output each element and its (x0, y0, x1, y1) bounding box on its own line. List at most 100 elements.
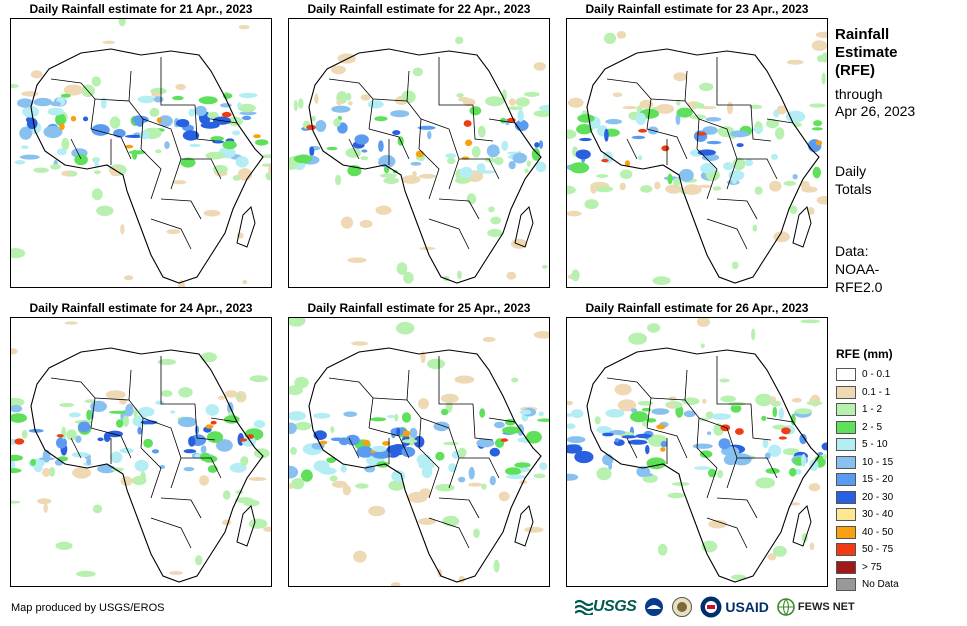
country-border (348, 437, 360, 459)
rainfall-cell (524, 168, 529, 174)
rainfall-cell (732, 453, 752, 466)
rainfall-cell (134, 459, 149, 472)
country-border (210, 118, 238, 124)
rainfall-cell (473, 528, 480, 538)
rainfall-cell (392, 130, 401, 136)
rainfall-cell (50, 164, 61, 170)
rainfall-cell (477, 125, 486, 138)
country-border (737, 158, 778, 180)
rainfall-cell (345, 148, 361, 158)
legend-label: > 75 (862, 561, 882, 573)
rainfall-cell (394, 413, 399, 422)
rainfall-cell (619, 182, 626, 191)
legend-swatch (836, 578, 856, 591)
rainfall-cell (175, 83, 186, 91)
rainfall-cell (752, 224, 758, 232)
legend-label: No Data (862, 579, 899, 590)
rainfall-cell (61, 137, 70, 151)
rainfall-cell (627, 439, 648, 445)
rainfall-cell (108, 410, 128, 414)
rainfall-cell (290, 446, 297, 455)
rainfall-cell (11, 468, 22, 474)
country-border (372, 98, 422, 150)
rainfall-cell (766, 118, 779, 129)
rainfall-cell (326, 457, 337, 463)
rainfall-cell (640, 185, 653, 193)
rainfall-cell (822, 454, 827, 460)
rainfall-cell (289, 422, 297, 435)
rainfall-cell (418, 398, 429, 410)
rainfall-cell (224, 390, 238, 398)
rainfall-cell (11, 83, 19, 89)
rainfall-cell (291, 478, 305, 490)
rainfall-cell (645, 418, 657, 423)
rainfall-cell (487, 228, 503, 238)
country-border (50, 78, 96, 130)
heavy-rain-cell (463, 120, 472, 127)
rainfall-cell (498, 491, 510, 502)
rainfall-cell (238, 92, 258, 99)
rainfall-cell (227, 116, 244, 127)
madagascar-coastline (236, 206, 256, 248)
rainfall-cell (249, 375, 268, 383)
rainfall-cell (403, 271, 414, 284)
rainfall-cell (817, 452, 824, 456)
rainfall-cell (621, 435, 637, 439)
country-border (194, 403, 216, 441)
noaa-seal-icon (644, 597, 665, 617)
africa-coastline (30, 48, 264, 284)
rainfall-cell (667, 173, 673, 185)
rainfall-cell (368, 505, 386, 517)
heavy-rain-cell (735, 428, 744, 435)
legend-swatch (836, 438, 856, 451)
rainfall-cell (61, 426, 67, 440)
rainfall-cell (427, 358, 446, 370)
rainfall-cell (216, 439, 233, 452)
rainfall-cell (59, 402, 75, 408)
rainfall-cell (55, 541, 73, 550)
rainfall-cell (679, 168, 694, 182)
rainfall-cell (730, 404, 742, 413)
rainfall-cell (294, 421, 312, 431)
rainfall-cell (342, 485, 352, 496)
rainfall-cell (469, 106, 482, 116)
country-border (459, 457, 500, 479)
fews-wordmark: FEWS NET (797, 601, 855, 613)
rainfall-cell (331, 65, 346, 75)
heavy-rain-cell (362, 439, 371, 446)
rainfall-cell (596, 467, 612, 481)
rainfall-cell (76, 570, 96, 577)
rainfall-cell (86, 457, 92, 466)
heavy-rain-cell (465, 139, 473, 147)
rainfall-cell (189, 143, 201, 148)
rainfall-map (10, 317, 272, 587)
rainfall-cell (74, 154, 88, 166)
rainfall-cell (11, 500, 21, 504)
rainfall-cell (732, 157, 746, 171)
rainfall-cell (200, 352, 217, 363)
rainfall-cell (345, 92, 352, 101)
rainfall-cell (502, 426, 521, 434)
rainfall-cell (567, 444, 583, 454)
rainfall-cell (351, 341, 369, 346)
madagascar-coastline (792, 206, 812, 248)
country-border (160, 198, 202, 220)
noaa-logo (644, 597, 665, 617)
rainfall-cell (754, 186, 763, 195)
rainfall-cell (776, 105, 787, 115)
rainfall-cell (567, 210, 582, 217)
rainfall-cell (289, 385, 303, 396)
rainfall-cell (523, 91, 540, 97)
rainfall-cell (657, 543, 668, 556)
africa-coastline (586, 347, 820, 583)
rainfall-cell (210, 136, 224, 142)
rainfall-cell (329, 475, 338, 482)
rainfall-cell (512, 152, 527, 164)
country-border (70, 437, 82, 459)
rainfall-cell (402, 439, 418, 444)
doi-logo (672, 597, 693, 617)
rainfall-cell (268, 163, 271, 175)
rainfall-cell (514, 462, 531, 468)
rainfall-map (288, 18, 550, 288)
rainfall-cell (313, 412, 331, 419)
